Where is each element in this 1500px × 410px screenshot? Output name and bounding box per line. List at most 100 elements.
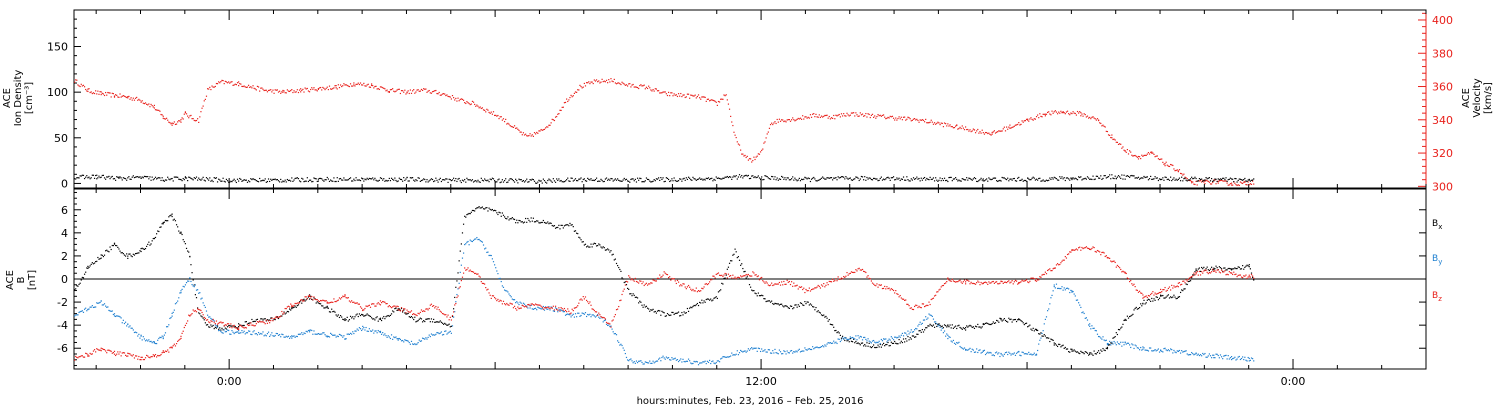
data-point: [971, 179, 973, 181]
data-point: [610, 325, 612, 327]
data-point: [316, 301, 318, 303]
data-point: [1037, 179, 1039, 181]
data-point: [177, 121, 179, 123]
data-point: [311, 329, 313, 332]
data-point: [761, 149, 763, 151]
data-point: [620, 270, 622, 273]
data-point: [1253, 279, 1255, 281]
data-point: [570, 316, 572, 318]
data-point: [892, 339, 895, 341]
data-point: [118, 315, 120, 317]
data-point: [502, 286, 505, 288]
data-point: [618, 341, 620, 343]
data-point: [1145, 176, 1147, 178]
data-point: [241, 180, 243, 182]
data-point: [90, 353, 92, 355]
data-point: [1161, 295, 1163, 297]
data-point: [277, 316, 280, 318]
data-point: [1201, 181, 1203, 183]
data-point: [507, 122, 509, 124]
data-point: [584, 312, 587, 314]
data-point: [692, 176, 694, 178]
data-point: [78, 283, 80, 286]
data-point: [1089, 323, 1091, 325]
data-point: [1218, 180, 1220, 182]
data-point: [1117, 175, 1120, 177]
data-point: [589, 82, 591, 85]
data-point: [737, 354, 740, 356]
data-point: [746, 155, 748, 158]
data-point: [1208, 177, 1210, 179]
data-point: [365, 179, 367, 181]
data-point: [419, 90, 421, 92]
data-point: [921, 119, 923, 121]
data-point: [517, 182, 519, 184]
data-point: [375, 179, 377, 181]
data-point: [1120, 177, 1122, 179]
data-point: [960, 327, 962, 329]
data-point: [635, 86, 638, 88]
data-point: [576, 180, 578, 182]
data-point: [776, 118, 778, 121]
data-point: [1225, 269, 1227, 271]
data-point: [96, 260, 98, 262]
data-point: [474, 180, 476, 182]
data-point: [532, 217, 534, 219]
data-point: [154, 342, 157, 345]
data-point: [690, 179, 692, 181]
data-point: [833, 340, 835, 342]
data-point: [1240, 268, 1243, 270]
data-point: [162, 179, 164, 182]
data-point: [394, 305, 396, 307]
data-point: [721, 357, 723, 359]
data-point: [906, 176, 908, 178]
data-point: [1164, 176, 1166, 178]
data-point: [1084, 114, 1086, 116]
data-point: [389, 306, 392, 308]
data-point: [1106, 344, 1109, 346]
data-point: [805, 349, 807, 351]
data-point: [1072, 290, 1074, 293]
data-point: [74, 81, 76, 83]
data-point: [845, 337, 847, 339]
data-point: [617, 82, 619, 84]
data-point: [553, 180, 556, 182]
data-point: [1157, 158, 1160, 160]
data-point: [706, 298, 708, 300]
data-point: [961, 328, 963, 330]
data-point: [986, 131, 988, 134]
data-point: [1244, 356, 1246, 358]
data-point: [1191, 180, 1193, 183]
data-point: [1090, 178, 1092, 180]
data-point: [1050, 297, 1052, 299]
data-point: [332, 301, 334, 303]
data-point: [1167, 165, 1169, 167]
data-point: [870, 342, 872, 344]
data-point: [800, 118, 803, 120]
data-point: [562, 227, 564, 229]
data-point: [251, 333, 253, 336]
data-point: [1191, 176, 1193, 178]
data-point: [1126, 342, 1128, 344]
data-point: [390, 313, 393, 315]
data-point: [890, 341, 892, 343]
data-point: [1021, 120, 1023, 122]
data-point: [494, 209, 496, 211]
data-point: [1155, 350, 1157, 352]
data-point: [475, 238, 477, 240]
data-point: [1086, 115, 1089, 117]
data-point: [772, 350, 774, 352]
data-point: [127, 177, 129, 179]
data-point: [260, 332, 262, 335]
data-point: [1060, 110, 1062, 112]
data-point: [869, 116, 871, 119]
data-point: [127, 355, 129, 357]
data-point: [624, 179, 626, 181]
data-point: [148, 178, 150, 180]
data-point: [1092, 327, 1094, 330]
data-point: [431, 321, 434, 323]
data-point: [711, 177, 713, 179]
data-point: [1207, 269, 1209, 271]
data-point: [1166, 295, 1168, 297]
data-point: [851, 336, 854, 339]
